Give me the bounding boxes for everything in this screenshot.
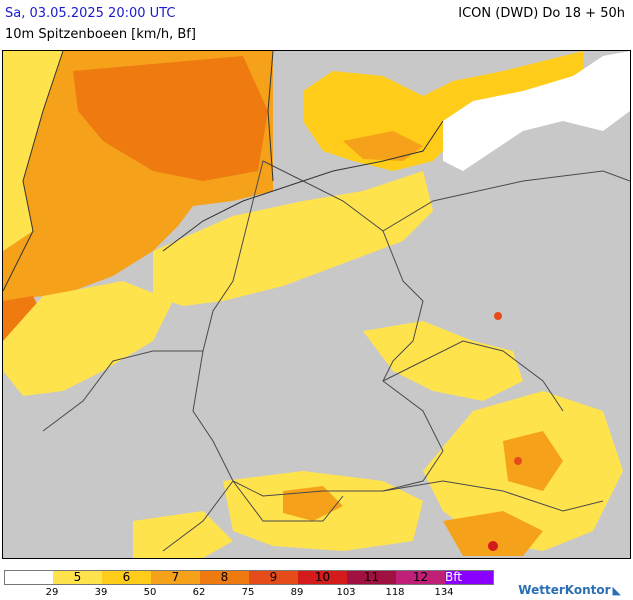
border-czech — [382, 340, 564, 412]
forecast-datetime: Sa, 03.05.2025 20:00 UTC — [5, 6, 176, 21]
map-canvas — [3, 51, 630, 558]
no-data-area — [443, 51, 630, 171]
border-austria — [323, 480, 604, 512]
border-poland — [382, 170, 630, 232]
border-switzerland — [232, 480, 344, 522]
coastline-denmark — [267, 51, 274, 182]
legend-bin-5: 5 — [53, 571, 102, 584]
gust-area-west — [3, 51, 63, 251]
threshold-label: 75 — [241, 587, 255, 598]
threshold-label: 103 — [336, 587, 356, 598]
legend-bin-11: 11 — [347, 571, 396, 584]
logo-text: WetterKontor — [518, 583, 611, 597]
gust-area-east-strong — [503, 431, 563, 491]
gust-area-lowlands — [3, 281, 173, 396]
legend-bin-9: 9 — [249, 571, 298, 584]
gust-area-southeast — [443, 511, 543, 556]
sea-gust-core-area — [73, 56, 268, 181]
legend-bin-8: 8 — [200, 571, 249, 584]
threshold-label: 118 — [385, 587, 405, 598]
gust-spot-red-1 — [488, 541, 498, 551]
country-borders — [42, 160, 630, 552]
threshold-label: 62 — [192, 587, 206, 598]
wind-gust-map[interactable] — [2, 50, 631, 559]
legend-thresholds: 29 39 50 62 75 89 103 118 134 — [0, 587, 520, 599]
gust-area-north-germany — [153, 171, 433, 306]
gust-area-alps-strong — [283, 486, 343, 521]
parameter-title: 10m Spitzenboeen [km/h, Bf] — [5, 27, 196, 42]
gust-area-southwest — [133, 511, 233, 558]
border-benelux — [42, 350, 203, 432]
coastlines — [3, 51, 444, 292]
model-run-label: ICON (DWD) Do 18 + 50h — [458, 6, 625, 21]
coastline-britain — [3, 51, 64, 292]
logo-mark-icon: ◣ — [612, 584, 621, 597]
gust-area-central — [363, 321, 523, 401]
legend-bin-7: 7 — [151, 571, 200, 584]
sea-gust-patch-baltic — [343, 131, 423, 161]
color-legend: 5 6 7 8 9 10 11 12 Bft — [4, 570, 494, 585]
border-germany — [192, 160, 444, 497]
legend-bin-10: 10 — [298, 571, 347, 584]
legend-bin-6: 6 — [102, 571, 151, 584]
threshold-label: 39 — [94, 587, 108, 598]
gust-spot-red-2 — [494, 312, 502, 320]
wetterkontor-logo[interactable]: WetterKontor ◣ — [518, 583, 621, 597]
threshold-label: 134 — [434, 587, 454, 598]
legend-bin-Bft: Bft — [445, 571, 493, 584]
threshold-label: 29 — [45, 587, 59, 598]
threshold-label: 50 — [143, 587, 157, 598]
coastline-north — [162, 120, 444, 252]
legend-bin-none — [5, 571, 53, 584]
gust-spot-red-3 — [514, 457, 522, 465]
threshold-label: 89 — [290, 587, 304, 598]
legend-bin-12: 12 — [396, 571, 445, 584]
border-france — [162, 480, 234, 552]
